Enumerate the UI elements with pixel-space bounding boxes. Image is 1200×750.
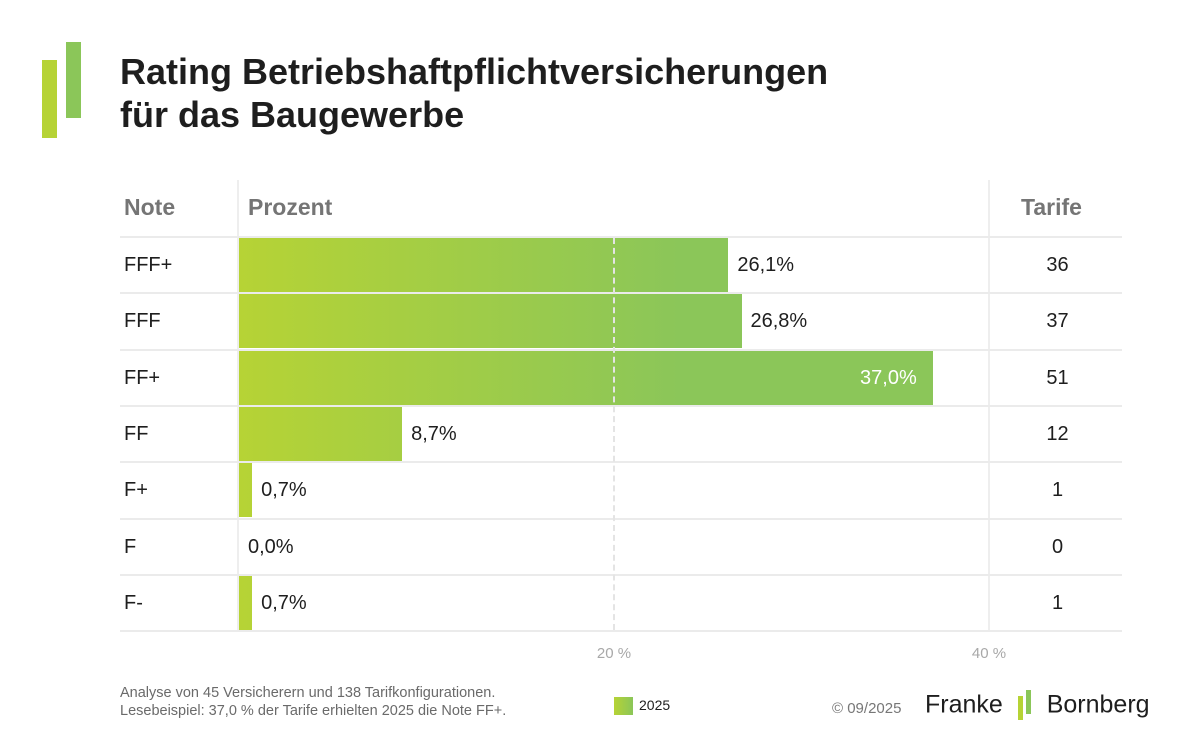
category-label: F xyxy=(124,536,137,558)
legend-swatch xyxy=(614,697,633,715)
data-label: 0,0% xyxy=(248,536,294,558)
row-divider xyxy=(120,405,1122,407)
category-label: FF+ xyxy=(124,367,161,389)
column-header-tarife: Tarife xyxy=(1021,194,1082,220)
data-label: 37,0% xyxy=(860,367,917,389)
brand-bars-icon xyxy=(1016,688,1034,722)
x-tick-label: 20 % xyxy=(596,645,632,662)
tarife-value: 1 xyxy=(1051,592,1064,614)
x-tick-label: 40 % xyxy=(971,645,1007,662)
data-label: 26,8% xyxy=(750,310,808,332)
logo-bar-light-icon xyxy=(42,60,57,138)
tarife-value: 12 xyxy=(1046,423,1069,445)
row-divider xyxy=(120,518,1122,520)
title-line-1: Rating Betriebshaftpflichtversicherungen xyxy=(120,51,829,92)
bar xyxy=(239,238,729,292)
title-line-2: für das Baugewerbe xyxy=(120,94,465,135)
category-label: FFF+ xyxy=(124,254,173,276)
column-header-percent: Prozent xyxy=(248,194,333,220)
data-label: 0,7% xyxy=(261,479,307,501)
gridline-20 xyxy=(613,238,615,630)
chart-title: Rating Betriebshaftpflichtversicherungen… xyxy=(120,50,828,136)
category-label: FFF xyxy=(124,310,161,332)
column-header-note: Note xyxy=(124,194,176,220)
tarife-value: 51 xyxy=(1046,367,1069,389)
bar xyxy=(239,351,933,405)
footnote-line-2: Lesebeispiel: 37,0 % der Tarife erhielte… xyxy=(120,703,507,719)
row-divider xyxy=(120,574,1122,576)
tarife-value: 1 xyxy=(1051,479,1064,501)
row-divider xyxy=(120,461,1122,463)
copyright: © 09/2025 xyxy=(832,700,902,717)
category-label: FF xyxy=(124,423,149,445)
data-label: 26,1% xyxy=(737,254,795,276)
tarife-value: 37 xyxy=(1046,310,1069,332)
bar xyxy=(239,463,253,517)
category-label: F- xyxy=(124,592,143,614)
bar xyxy=(239,576,253,630)
footnote-line-1: Analyse von 45 Versicherern und 138 Tari… xyxy=(120,685,496,701)
logo-bar-green-icon xyxy=(66,42,81,118)
brand-name-right: Bornberg xyxy=(1046,690,1150,719)
row-divider xyxy=(120,349,1122,351)
row-divider xyxy=(120,292,1122,294)
bar xyxy=(239,407,403,461)
tarife-value: 0 xyxy=(1051,536,1064,558)
row-divider xyxy=(120,236,1122,238)
footnote: Analyse von 45 Versicherern und 138 Tari… xyxy=(120,684,506,720)
row-divider xyxy=(120,630,1122,632)
bar xyxy=(239,294,742,348)
brand-logo: Franke Bornberg xyxy=(925,688,1150,722)
legend-label: 2025 xyxy=(639,697,671,713)
brand-name-left: Franke xyxy=(925,690,1003,719)
data-label: 0,7% xyxy=(261,592,307,614)
category-label: F+ xyxy=(124,479,148,501)
data-label: 8,7% xyxy=(411,423,457,445)
tarife-value: 36 xyxy=(1046,254,1069,276)
